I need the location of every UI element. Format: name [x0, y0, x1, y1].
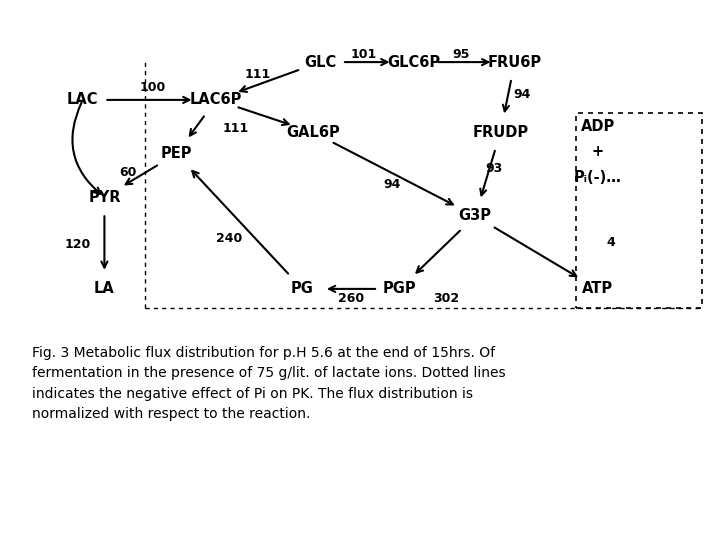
Text: Pᵢ(-)…: Pᵢ(-)…: [574, 170, 621, 185]
Text: 111: 111: [223, 122, 249, 135]
Text: 60: 60: [120, 166, 137, 179]
Text: GLC6P: GLC6P: [387, 55, 441, 70]
Text: FRUDP: FRUDP: [472, 125, 528, 140]
Bar: [576, 113, 702, 308]
Text: +: +: [592, 144, 603, 159]
Text: LAC6P: LAC6P: [190, 92, 242, 107]
Text: 101: 101: [351, 48, 377, 60]
Text: LA: LA: [94, 281, 114, 296]
Text: G3P: G3P: [459, 208, 492, 224]
Text: 4: 4: [606, 237, 615, 249]
Text: PG: PG: [291, 281, 314, 296]
Text: FRU6P: FRU6P: [487, 55, 542, 70]
Text: 260: 260: [338, 292, 364, 305]
Text: 93: 93: [485, 162, 503, 175]
Text: 120: 120: [65, 238, 91, 251]
Text: PYR: PYR: [88, 190, 121, 205]
Text: 94: 94: [384, 178, 401, 191]
Text: 95: 95: [452, 48, 469, 60]
Text: GLC: GLC: [305, 55, 336, 70]
Text: PGP: PGP: [383, 281, 416, 296]
FancyArrowPatch shape: [73, 103, 101, 194]
Text: ADP: ADP: [580, 119, 615, 134]
Text: GAL6P: GAL6P: [287, 125, 340, 140]
Text: PEP: PEP: [161, 146, 192, 161]
Text: Fig. 3 Metabolic flux distribution for p.H 5.6 at the end of 15hrs. Of
fermentat: Fig. 3 Metabolic flux distribution for p…: [32, 346, 506, 421]
Text: ATP: ATP: [582, 281, 613, 296]
Text: 240: 240: [216, 232, 242, 245]
Text: 302: 302: [433, 292, 459, 305]
Text: 94: 94: [513, 88, 531, 101]
Text: 100: 100: [140, 81, 166, 94]
Text: LAC: LAC: [67, 92, 99, 107]
Text: 111: 111: [245, 68, 271, 81]
